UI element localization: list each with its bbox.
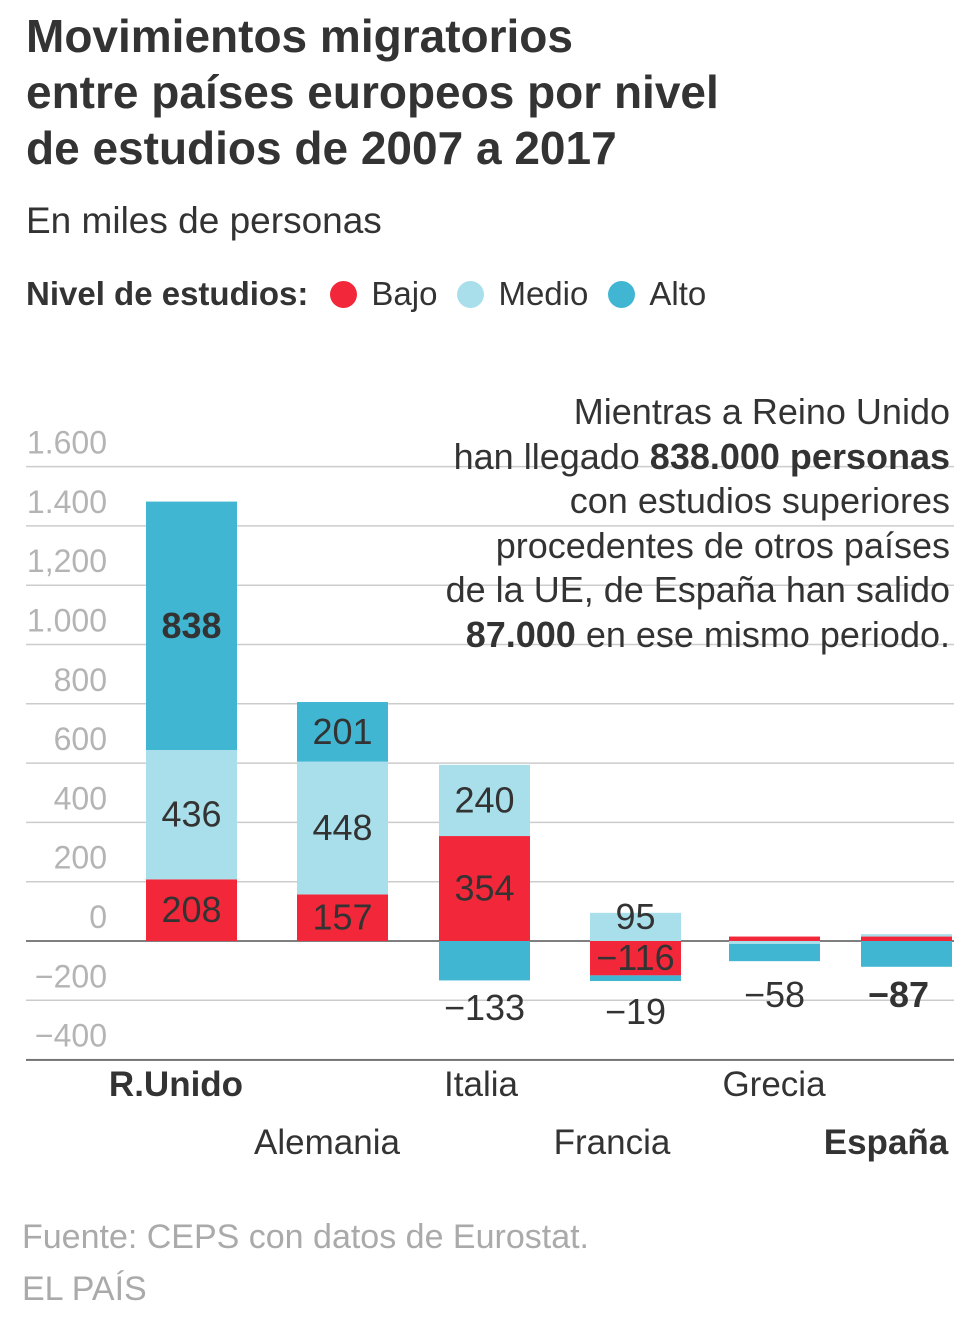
data-label-italia-bajo: 354 — [454, 868, 514, 909]
bar-italia-bajo — [439, 836, 530, 941]
title-line-3: de estudios de 2007 a 2017 — [26, 122, 617, 174]
y-tick-label: 1.000 — [27, 603, 107, 639]
data-label-r-unido-bajo: 208 — [161, 889, 221, 930]
legend-label-bajo: Bajo — [371, 275, 438, 312]
bar-alemania-bajo — [297, 894, 388, 941]
title-line-2: entre países europeos por nivel — [26, 66, 719, 118]
legend-swatch-bajo — [330, 280, 358, 308]
y-tick-label: 1,200 — [27, 543, 107, 579]
data-label-francia-alto: −19 — [605, 991, 666, 1032]
bar-grecia-alto — [729, 943, 820, 962]
bar-italia-medio — [439, 764, 530, 837]
bar-francia-medio — [590, 912, 681, 941]
bar-alemania-medio — [297, 761, 388, 895]
y-tick-label: 1.400 — [27, 484, 107, 520]
annotation-line-3: con estudios superiores — [569, 480, 950, 521]
y-tick-label: 0 — [89, 899, 107, 935]
annotation-line-6-bold: 87.000 — [465, 613, 576, 655]
bar-espana-bajo — [861, 936, 952, 941]
category-label-r-unido: R.Unido — [109, 1065, 243, 1104]
data-label-r-unido-medio: 436 — [161, 794, 221, 835]
data-label-alemania-bajo: 157 — [312, 897, 372, 938]
bar-espana-alto — [861, 941, 952, 967]
data-label-r-unido-alto: 838 — [161, 605, 221, 646]
y-tick-label: −200 — [35, 958, 107, 994]
data-label-francia-bajo: −116 — [596, 937, 674, 978]
bar-layer — [146, 501, 952, 982]
chart-subtitle: En miles de personas — [26, 200, 382, 241]
data-label-italia-alto: −133 — [444, 987, 525, 1028]
bar-r-unido-bajo — [146, 879, 237, 941]
category-label-italia: Italia — [444, 1065, 518, 1104]
title-line-1: Movimientos migratorios — [26, 10, 573, 62]
bar-italia-alto — [439, 941, 530, 981]
annotation-line-2-bold: 838.000 personas — [649, 435, 950, 477]
legend-swatch-medio — [457, 280, 485, 308]
label-layer: 208 436 838 R.Unido 157 448 201 Alemania 354 240 −… — [109, 605, 949, 1162]
legend-title: Nivel de estudios: — [26, 275, 309, 312]
data-label-alemania-medio: 448 — [312, 807, 372, 848]
annotation-line-2-pre: han llegado — [453, 435, 650, 477]
bar-grecia-medio — [729, 941, 820, 944]
annotation-line-6: 87.000 en ese mismo periodo. — [350, 613, 950, 658]
data-label-espana-alto: −87 — [868, 974, 929, 1015]
data-label-francia-medio: 95 — [615, 896, 655, 937]
legend-swatch-alto — [608, 280, 636, 308]
legend: Nivel de estudios: Bajo Medio Alto — [26, 272, 726, 316]
bar-espana-medio — [861, 934, 952, 937]
brand-logo: EL PAÍS — [22, 1270, 147, 1308]
annotation-line-2: han llegado 838.000 personas — [350, 435, 950, 480]
bar-francia-bajo — [590, 941, 681, 976]
annotation-text: Mientras a Reino Unido han llegado 838.0… — [350, 390, 950, 657]
chart-title: Movimientos migratorios entre países eur… — [26, 8, 926, 176]
y-tick-label: 200 — [54, 840, 107, 876]
category-label-espana: España — [824, 1123, 949, 1162]
legend-label-medio: Medio — [498, 275, 589, 312]
data-label-alemania-alto: 201 — [312, 711, 372, 752]
legend-item-medio: Medio — [457, 275, 588, 313]
category-label-grecia: Grecia — [722, 1065, 826, 1104]
bar-r-unido-alto — [146, 501, 237, 751]
data-label-grecia-alto: −58 — [744, 974, 805, 1015]
bar-francia-alto — [590, 975, 681, 982]
bar-r-unido-medio — [146, 750, 237, 880]
annotation-line-1: Mientras a Reino Unido — [573, 391, 950, 432]
category-label-alemania: Alemania — [254, 1123, 400, 1162]
legend-item-alto: Alto — [608, 275, 706, 313]
annotation-line-4: procedentes de otros países — [495, 524, 950, 566]
source-note: Fuente: CEPS con datos de Eurostat. — [22, 1218, 589, 1256]
legend-label-alto: Alto — [649, 275, 707, 312]
bar-grecia-bajo — [729, 936, 820, 941]
y-tick-label: 800 — [54, 662, 107, 698]
stacked-bar-chart: −400 −200 0 200 400 600 800 1.000 1,200 1.400 1.60… — [26, 425, 954, 1162]
data-label-italia-medio: 240 — [454, 779, 514, 820]
y-tick-label: 600 — [54, 721, 107, 757]
category-label-francia: Francia — [554, 1123, 671, 1162]
bar-alemania-alto — [297, 702, 388, 762]
y-tick-label: 1.600 — [27, 425, 107, 461]
legend-item-bajo: Bajo — [330, 275, 437, 313]
y-tick-label: −400 — [35, 1018, 107, 1054]
annotation-line-6-post: en ese mismo periodo. — [575, 613, 950, 655]
y-tick-label: 400 — [54, 780, 107, 816]
annotation-line-5: de la UE, de España han salido — [445, 569, 950, 610]
grid-layer: −400 −200 0 200 400 600 800 1.000 1,200 1.400 1.60… — [26, 425, 954, 1061]
